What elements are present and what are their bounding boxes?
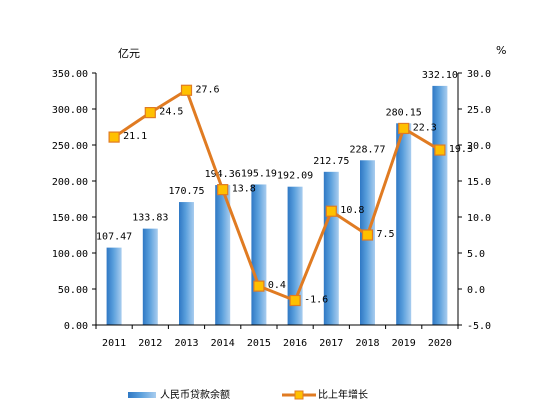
growth-value-label: 21.1 xyxy=(123,131,147,142)
bar-value-label: 133.83 xyxy=(132,213,168,224)
legend-bar-label: 人民币贷款余额 xyxy=(160,388,230,401)
left-tick-label: 0.00 xyxy=(64,321,88,332)
left-tick-label: 250.00 xyxy=(52,141,88,152)
growth-marker xyxy=(325,205,337,217)
growth-value-label: 7.5 xyxy=(377,229,395,240)
bar-value-label: 280.15 xyxy=(386,107,422,118)
growth-value-label: 24.5 xyxy=(159,107,183,118)
bar xyxy=(142,228,158,325)
legend-line-marker xyxy=(294,390,304,400)
left-tick-label: 300.00 xyxy=(52,105,88,116)
left-tick-label: 200.00 xyxy=(52,177,88,188)
left-tick-label: 150.00 xyxy=(52,213,88,224)
bar-value-label: 107.47 xyxy=(96,232,132,243)
growth-value-label: 0.4 xyxy=(268,280,286,291)
growth-marker xyxy=(434,144,446,156)
growth-marker xyxy=(398,122,410,135)
bar xyxy=(396,123,412,326)
growth-marker xyxy=(144,106,156,119)
left-tick-label: 100.00 xyxy=(52,249,88,260)
right-tick-label: 10.0 xyxy=(467,213,491,224)
x-tick-label: 2012 xyxy=(138,338,162,349)
x-tick-label: 2016 xyxy=(283,338,307,349)
right-tick-label: 5.0 xyxy=(467,249,485,260)
left-tick-label: 50.00 xyxy=(58,285,88,296)
growth-value-label: -1.6 xyxy=(304,295,328,306)
x-tick-label: 2017 xyxy=(319,338,343,349)
growth-value-label: 10.8 xyxy=(340,205,364,216)
legend-bar-swatch xyxy=(128,392,156,398)
bar xyxy=(106,247,122,325)
growth-value-label: 19.3 xyxy=(449,144,473,155)
bar xyxy=(360,160,375,325)
line-series: 21.1 24.5 27.6 13.8 0.4 -1.6 10.8 7.5 22.3 19.3 xyxy=(108,84,473,307)
right-tick-label: -5.0 xyxy=(467,321,491,332)
right-tick-label: 0.0 xyxy=(467,285,485,296)
x-tick-label: 2019 xyxy=(392,338,416,349)
growth-marker xyxy=(217,184,229,196)
left-axis-unit: 亿元 xyxy=(118,47,140,60)
x-tick-label: 2020 xyxy=(428,338,452,349)
growth-value-label: 22.3 xyxy=(413,122,437,133)
right-axis: -5.0 0.0 5.0 10.0 15.0 20.0 25.0 30.0 xyxy=(457,69,491,332)
bar xyxy=(215,185,231,325)
growth-marker xyxy=(180,84,193,96)
right-tick-label: 20.0 xyxy=(467,141,491,152)
bar-value-label: 332.10 xyxy=(422,70,458,81)
x-tick-label: 2011 xyxy=(102,338,126,349)
bar-value-label: 212.75 xyxy=(313,156,349,167)
left-axis: 0.00 50.00 100.00 150.00 200.00 250.00 300.00 3… xyxy=(52,69,97,332)
x-tick-label: 2018 xyxy=(355,338,379,349)
growth-marker xyxy=(289,294,301,307)
x-tick-label: 2014 xyxy=(211,338,235,349)
growth-line xyxy=(113,88,441,303)
bar-value-label: 195.19 xyxy=(241,168,277,179)
right-tick-label: 15.0 xyxy=(467,177,491,188)
legend-line-label: 比上年增长 xyxy=(318,388,368,401)
bar-value-label: 228.77 xyxy=(349,144,385,155)
x-tick-label: 2013 xyxy=(174,338,198,349)
growth-marker xyxy=(361,229,374,241)
right-tick-label: 25.0 xyxy=(467,105,491,116)
bar-value-label: 192.09 xyxy=(277,171,313,182)
x-tick-label: 2015 xyxy=(247,338,271,349)
left-tick-label: 350.00 xyxy=(52,69,88,80)
bar-value-label: 170.75 xyxy=(168,186,204,197)
growth-value-label: 27.6 xyxy=(196,84,220,95)
bar-value-label: 194.36 xyxy=(205,169,241,180)
x-axis: 2011 2012 2013 2014 2015 2016 2017 2018 2019 2020 xyxy=(95,324,459,349)
growth-value-label: 13.8 xyxy=(232,184,256,195)
legend: 人民币贷款余额 比上年增长 xyxy=(128,388,368,401)
bar xyxy=(179,202,194,325)
right-tick-label: 30.0 xyxy=(467,69,491,80)
growth-marker xyxy=(253,280,265,292)
bar xyxy=(251,184,267,325)
right-axis-unit: % xyxy=(496,44,506,57)
growth-marker xyxy=(108,131,120,143)
